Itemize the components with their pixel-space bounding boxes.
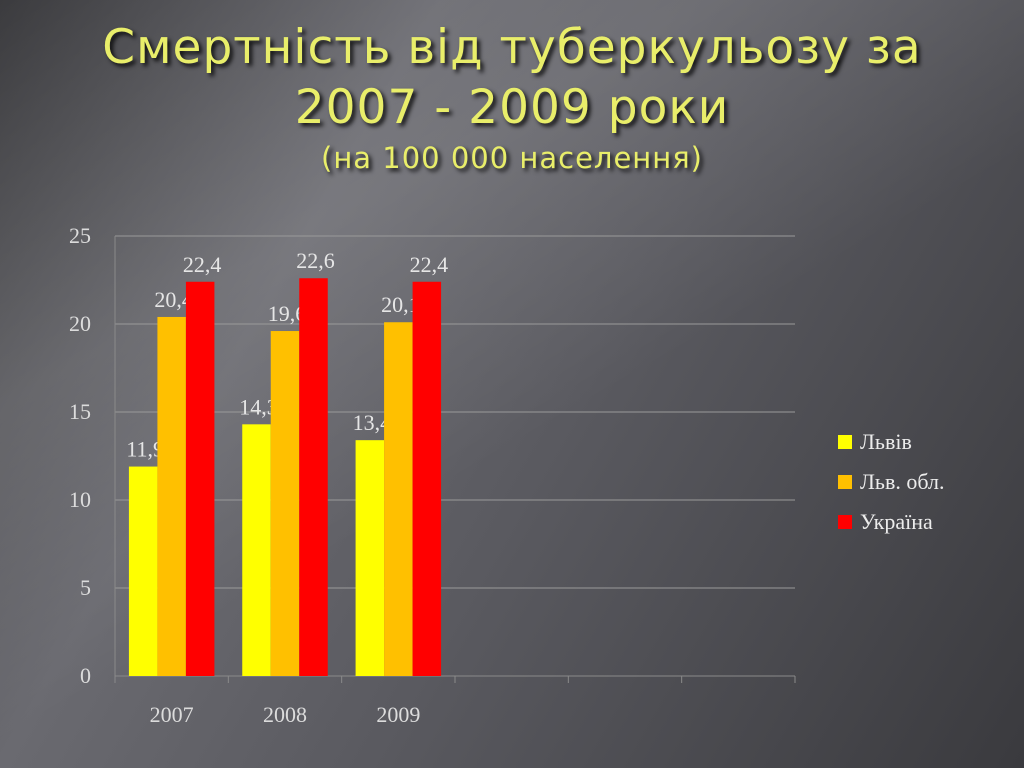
legend-item-lviv-oblast: Льв. обл. (838, 462, 944, 502)
y-tick-label: 10 (69, 487, 91, 512)
y-tick-label: 20 (69, 311, 91, 336)
y-tick-label: 0 (80, 663, 91, 688)
data-label: 22,6 (296, 248, 335, 273)
y-tick-label: 25 (69, 223, 91, 248)
bar (355, 440, 385, 676)
legend-label-lviv: Львів (860, 429, 912, 454)
x-tick-label: 2009 (376, 702, 420, 727)
bar (185, 281, 215, 676)
legend-item-ukraine: Україна (838, 502, 944, 542)
title-line-2: 2007 - 2009 роки (294, 80, 730, 135)
data-label: 22,4 (410, 252, 449, 277)
y-tick-label: 5 (80, 575, 91, 600)
bar (270, 331, 300, 676)
legend-item-lviv: Львів (838, 422, 944, 462)
legend-swatch-lviv (838, 435, 852, 449)
bar (412, 281, 442, 676)
legend-swatch-lviv-oblast (838, 475, 852, 489)
chart-title: Смертність від туберкульозу за 2007 - 20… (0, 18, 1024, 178)
legend-swatch-ukraine (838, 515, 852, 529)
bar (384, 322, 413, 676)
y-tick-label: 15 (69, 399, 91, 424)
bar (299, 278, 328, 676)
x-tick-label: 2008 (263, 702, 307, 727)
bar (157, 316, 186, 676)
chart-legend: Львів Льв. обл. Україна (838, 422, 944, 542)
title-line-1: Смертність від туберкульозу за (102, 20, 922, 75)
x-tick-label: 2007 (150, 702, 194, 727)
bar (128, 466, 158, 676)
chart-subtitle: (на 100 000 населення) (321, 141, 703, 175)
bar (242, 424, 271, 676)
legend-label-lviv-oblast: Льв. обл. (860, 469, 945, 494)
legend-label-ukraine: Україна (860, 509, 933, 534)
data-label: 22,4 (183, 252, 222, 277)
